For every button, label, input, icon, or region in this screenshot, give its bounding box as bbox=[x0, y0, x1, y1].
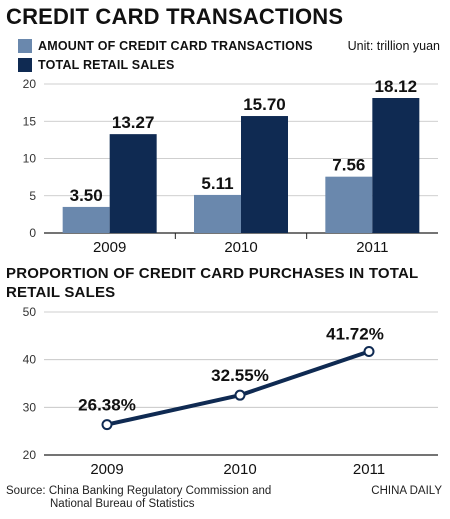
unit-label: Unit: trillion yuan bbox=[347, 39, 440, 53]
data-point bbox=[234, 389, 246, 401]
y-tick-label: 15 bbox=[23, 114, 37, 128]
x-tick-label: 2009 bbox=[90, 461, 123, 478]
y-tick-label: 0 bbox=[29, 226, 36, 240]
source-line-2: National Bureau of Statistics bbox=[50, 498, 195, 510]
bar-credit bbox=[62, 206, 110, 233]
y-tick-label: 50 bbox=[23, 305, 37, 319]
x-tick-label: 2011 bbox=[356, 239, 388, 256]
bar-retail bbox=[241, 116, 288, 233]
source-line-1: Source: China Banking Regulatory Commiss… bbox=[6, 485, 272, 497]
bar-retail bbox=[109, 134, 157, 233]
legend-item-retail: TOTAL RETAIL SALES bbox=[18, 58, 174, 72]
point-value-label: 26.38% bbox=[78, 396, 136, 415]
bar-chart: 0 5 10 15 20 3.50 13.27 2009 5.11 15.70 2010 7.56 18… bbox=[23, 77, 438, 256]
x-tick-label: 2011 bbox=[353, 461, 385, 478]
y-tick-label: 20 bbox=[23, 77, 37, 91]
point-value-label: 41.72% bbox=[326, 324, 384, 343]
y-tick-label: 20 bbox=[23, 448, 37, 462]
data-point bbox=[101, 419, 113, 431]
legend-swatch-retail bbox=[18, 58, 32, 72]
bar-value-label: 13.27 bbox=[112, 113, 155, 132]
chart-title: CREDIT CARD TRANSACTIONS bbox=[6, 4, 344, 29]
x-tick-label: 2009 bbox=[93, 239, 126, 256]
bar-credit bbox=[325, 176, 373, 233]
legend-swatch-credit bbox=[18, 39, 32, 53]
y-tick-label: 40 bbox=[23, 353, 37, 367]
bar-value-label: 7.56 bbox=[332, 156, 365, 175]
bar-value-label: 15.70 bbox=[243, 95, 286, 114]
y-tick-label: 30 bbox=[23, 400, 37, 414]
credit-label: CHINA DAILY bbox=[371, 485, 442, 497]
x-tick-label: 2010 bbox=[223, 461, 256, 478]
bar-value-label: 18.12 bbox=[375, 77, 418, 96]
bar-credit bbox=[194, 194, 241, 233]
source-note: Source: China Banking Regulatory Commiss… bbox=[6, 485, 271, 511]
bar-value-label: 5.11 bbox=[201, 174, 233, 193]
y-tick-label: 5 bbox=[29, 189, 36, 203]
legend-label-credit: AMOUNT OF CREDIT CARD TRANSACTIONS bbox=[38, 39, 313, 53]
bar-retail bbox=[372, 98, 420, 233]
series-line bbox=[106, 349, 370, 427]
line-chart-title: PROPORTION OF CREDIT CARD PURCHASES IN T… bbox=[6, 265, 419, 301]
data-point bbox=[363, 345, 375, 357]
bar-value-label: 3.50 bbox=[70, 186, 103, 205]
x-tick-label: 2010 bbox=[224, 239, 257, 256]
point-value-label: 32.55% bbox=[211, 366, 269, 385]
legend-item-credit: AMOUNT OF CREDIT CARD TRANSACTIONS bbox=[18, 39, 313, 53]
legend-label-retail: TOTAL RETAIL SALES bbox=[38, 58, 175, 72]
y-tick-label: 10 bbox=[23, 152, 37, 166]
